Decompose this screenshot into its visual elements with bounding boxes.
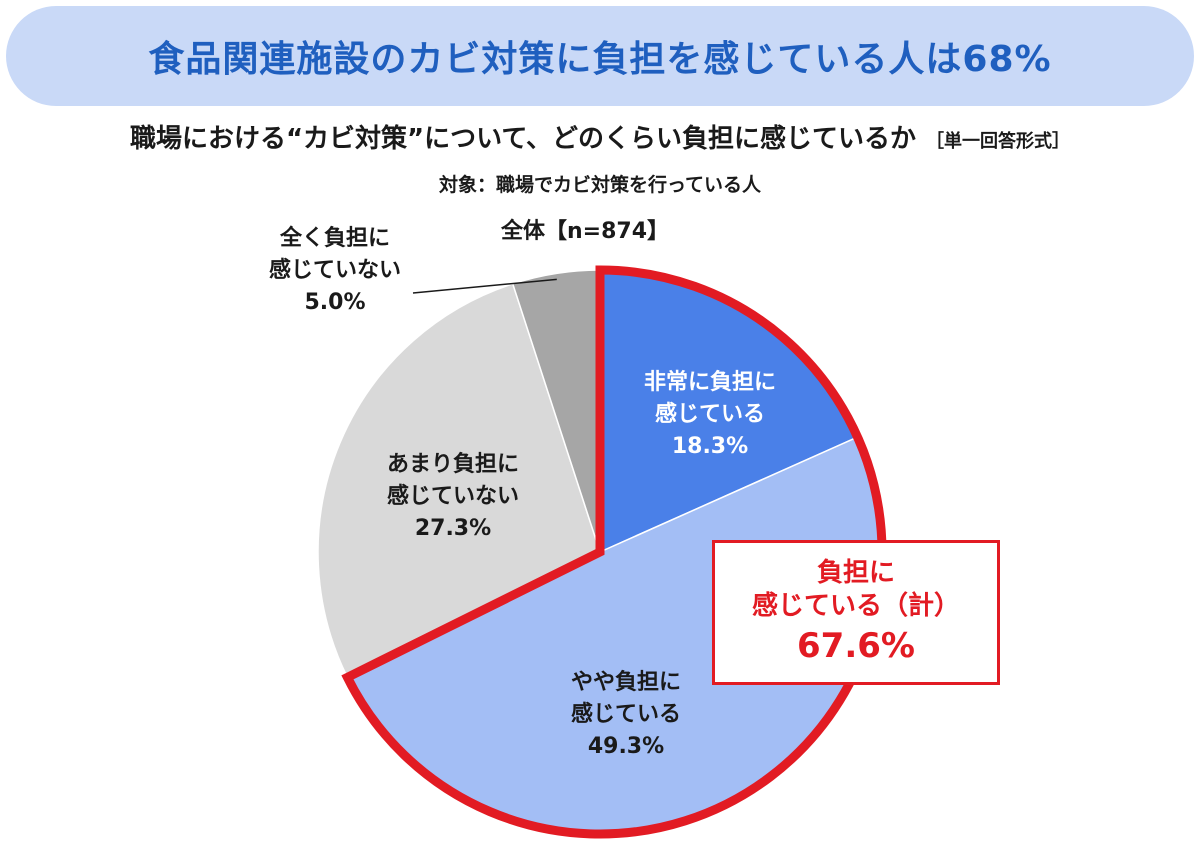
slice-label-line: 全く負担に (279, 226, 391, 252)
slice-value: 27.3% (414, 515, 492, 541)
sample-size-label: 全体【n=874】 (500, 219, 670, 244)
callout-value: 67.6% (797, 626, 915, 667)
slice-label-line: やや負担に (570, 670, 682, 696)
slice-value: 49.3% (587, 733, 665, 759)
slice-value: 18.3% (671, 433, 749, 459)
slice-value: 5.0% (304, 289, 366, 315)
question-label: 職場における“カビ対策”について、どのくらい負担に感じているか (129, 124, 917, 154)
pie-slice-2 (317, 282, 601, 679)
slice-label-line: 感じている (570, 702, 682, 728)
target-text: 対象：職場でカビ対策を行っている人 (438, 174, 762, 196)
slice-label-very-burdened: 非常に負担に 感じている 18.3% (644, 367, 776, 463)
slice-label-line: 感じていない (268, 258, 402, 284)
slice-label-line: 感じていない (386, 484, 520, 510)
total-burdened-callout: 負担に 感じている（計） 67.6% (712, 540, 1000, 685)
title-banner: 食品関連施設のカビ対策に負担を感じている人は68% (6, 6, 1194, 106)
answer-format: ［単一回答形式］ (926, 131, 1071, 152)
callout-label-line: 感じている（計） (751, 591, 960, 622)
callout-label-line: 負担に (816, 557, 895, 588)
question-text: 職場における“カビ対策”について、どのくらい負担に感じているか ［単一回答形式］ (0, 118, 1200, 155)
slice-label-somewhat-burdened: やや負担に 感じている 49.3% (571, 667, 681, 763)
slice-label-line: 非常に負担に (643, 370, 777, 396)
slice-label-line: 感じている (654, 402, 766, 428)
chart-title: 食品関連施設のカビ対策に負担を感じている人は68% (148, 39, 1052, 80)
slice-label-not-at-all-burdened: 全く負担に 感じていない 5.0% (269, 223, 401, 319)
slice-label-not-very-burdened: あまり負担に 感じていない 27.3% (387, 449, 519, 545)
slice-label-line: あまり負担に (386, 452, 520, 478)
leader-line (412, 278, 557, 294)
highlight-outline (341, 265, 887, 839)
